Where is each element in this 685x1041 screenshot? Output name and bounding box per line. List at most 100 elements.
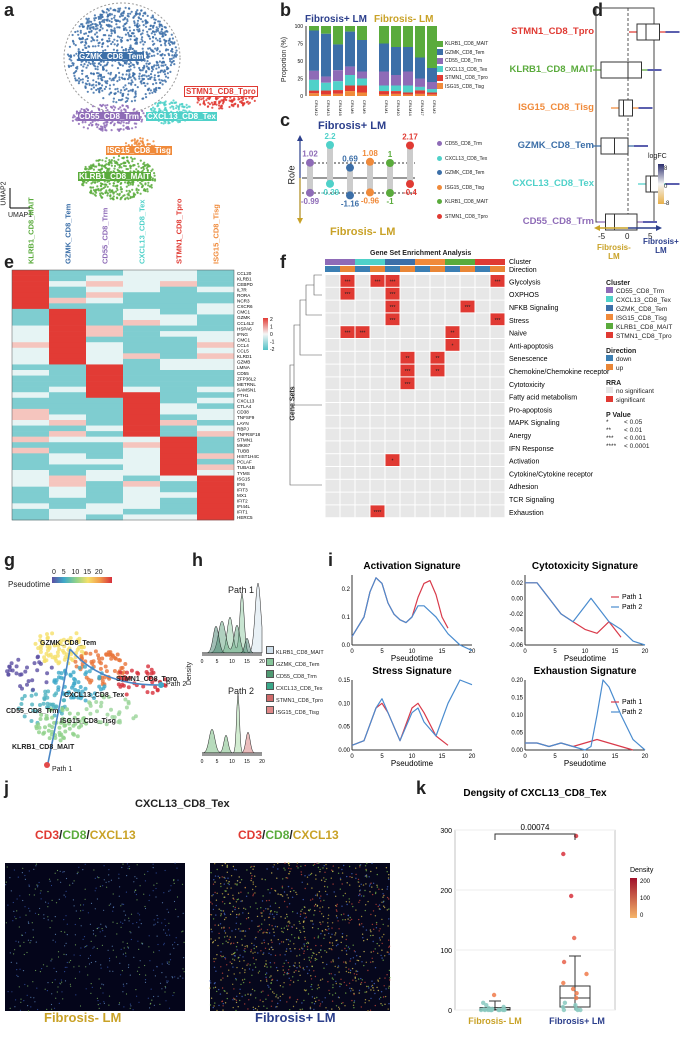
- cell-dot: [317, 928, 319, 930]
- x-tick: 15: [244, 659, 250, 665]
- cell-dot: [243, 978, 246, 980]
- cell-dot: [87, 912, 89, 914]
- cell-dot: [362, 937, 364, 939]
- gsea-cell: [460, 441, 475, 454]
- cell-dot: [70, 985, 72, 987]
- stain-cxcl13: CXCL13: [89, 828, 136, 842]
- cell-dot: [272, 991, 274, 993]
- umap-point: [153, 76, 156, 79]
- umap-point: [170, 49, 173, 53]
- umap-point: [137, 16, 140, 19]
- trajectory-point: [42, 659, 47, 664]
- cell-dot: [344, 892, 346, 895]
- umap-point: [101, 79, 104, 82]
- gsea-cell: [400, 351, 415, 364]
- trajectory-point: [76, 689, 81, 693]
- umap-point: [153, 54, 156, 57]
- cell-dot: [299, 1008, 301, 1011]
- trajectory-point: [57, 725, 62, 730]
- bar-segment: [391, 75, 401, 86]
- heatmap-cell: [123, 347, 160, 354]
- gsea-cell: [460, 390, 475, 402]
- heatmap-cell: [160, 392, 197, 399]
- gsea-cell: [445, 441, 460, 454]
- umap-point: [152, 24, 155, 27]
- cell-dot: [383, 933, 385, 936]
- umap-point: [146, 188, 149, 191]
- cell-dot: [100, 987, 102, 989]
- cell-dot: [166, 980, 168, 982]
- cell-dot: [141, 942, 143, 944]
- cell-dot: [352, 989, 354, 991]
- umap-point: [97, 83, 101, 86]
- cell-dot: [115, 956, 117, 958]
- cell-dot: [68, 961, 70, 963]
- umap-point: [157, 110, 161, 113]
- trajectory-point: [45, 632, 49, 637]
- cell-dot: [169, 959, 172, 961]
- y-tick: 0: [448, 1008, 452, 1015]
- umap-point: [125, 29, 128, 32]
- heatmap-cell: [49, 420, 86, 426]
- cell-dot: [93, 869, 95, 871]
- umap-point: [84, 46, 87, 49]
- cell-dot: [375, 891, 377, 893]
- cell-dot: [292, 911, 294, 913]
- umap-point: [110, 129, 113, 132]
- umap-point: [140, 166, 143, 170]
- f-legend: Cluster CD55_CD8_Trm CXCL13_CD8_Tex GZMK_CD…: [606, 280, 672, 451]
- x-tick: 0: [350, 649, 354, 655]
- heatmap-cell: [123, 514, 160, 521]
- bar-segment: [403, 92, 413, 95]
- cell-dot: [221, 910, 223, 912]
- cell-dot: [267, 984, 269, 987]
- umap-point: [131, 188, 134, 191]
- trajectory-point: [30, 678, 35, 683]
- cell-dot: [221, 893, 224, 895]
- umap-point: [109, 194, 112, 197]
- cell-dot: [340, 941, 342, 944]
- heatmap-cell: [49, 292, 86, 299]
- cell-dot: [172, 977, 174, 979]
- cell-dot: [342, 895, 344, 897]
- cell-dot: [120, 948, 122, 950]
- cell-dot: [286, 906, 288, 908]
- heatmap-cell: [86, 503, 123, 510]
- heatmap-cell: [123, 481, 160, 487]
- gsea-cell: [370, 441, 385, 454]
- umap-point: [120, 166, 123, 169]
- umap-point: [138, 24, 141, 27]
- cell-dot: [366, 985, 368, 988]
- cell-dot: [269, 911, 272, 913]
- cell-dot: [78, 965, 80, 967]
- cell-dot: [283, 974, 285, 976]
- umap-point: [108, 77, 111, 80]
- heatmap-cell: [160, 503, 197, 510]
- umap-point: [126, 39, 130, 42]
- umap-point: [133, 24, 137, 27]
- umap-point: [107, 23, 110, 26]
- cell-dot: [239, 988, 241, 990]
- cell-dot: [169, 934, 171, 936]
- x-tick: 20: [259, 659, 265, 665]
- cell-dot: [262, 953, 264, 955]
- umap-point: [87, 34, 90, 38]
- umap-point: [89, 72, 93, 75]
- cell-dot: [241, 900, 243, 902]
- cell-dot: [324, 871, 326, 873]
- cell-dot: [270, 887, 273, 890]
- umap-point: [127, 7, 131, 10]
- heatmap-cell: [160, 464, 197, 471]
- trajectory-point: [75, 734, 80, 739]
- cell-dot: [223, 876, 225, 879]
- gene-label: CMC1: [237, 337, 250, 342]
- umap-point: [111, 197, 114, 200]
- cell-dot: [19, 895, 21, 897]
- heatmap-cell: [197, 336, 234, 343]
- trajectory-point: [25, 682, 29, 687]
- trajectory-point: [144, 670, 149, 674]
- umap-point: [92, 86, 95, 89]
- cell-dot: [9, 877, 11, 879]
- gsea-cell: [415, 339, 430, 351]
- umap-point: [112, 97, 115, 100]
